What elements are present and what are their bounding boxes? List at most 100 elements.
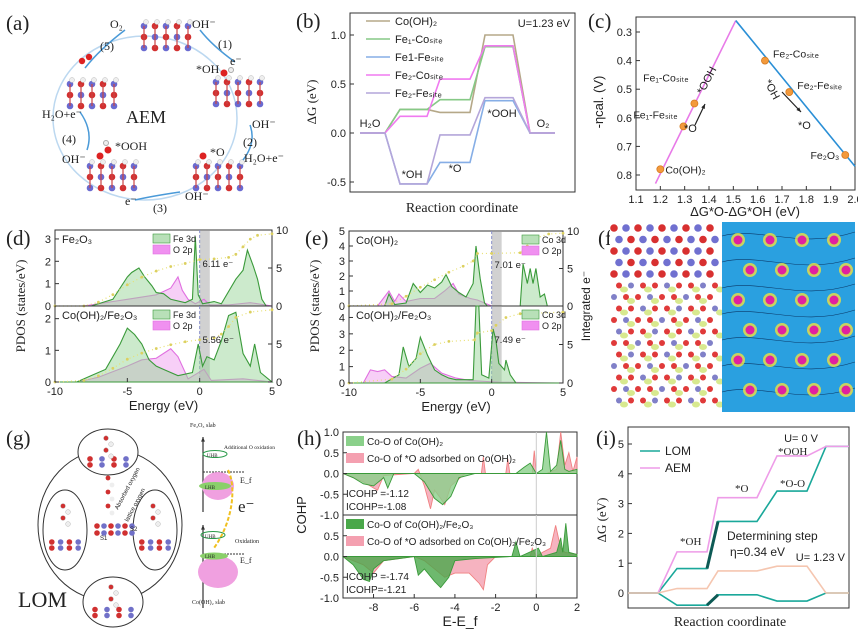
y-tick-label: -0.5 (320, 489, 339, 501)
integrated-point (234, 316, 238, 319)
atom (611, 363, 617, 369)
atom (611, 317, 617, 323)
charge-density-side-view (610, 222, 724, 412)
integrated-point (404, 367, 408, 371)
data-point (761, 56, 769, 65)
x-tick-label: -5 (122, 386, 132, 398)
density-core (745, 265, 755, 275)
charge-isosurface (692, 286, 700, 293)
x-axis-label: Reaction coordinate (406, 201, 518, 216)
atom (700, 305, 706, 312)
atom (105, 503, 111, 509)
legend-swatch (346, 536, 364, 546)
adsorbate-h (103, 140, 109, 146)
atom (646, 270, 654, 278)
point-label: Fe₂-Feₛᵢₜₑ (797, 80, 842, 92)
site-label: S2 (130, 527, 138, 533)
y-tick-label: 5 (618, 439, 624, 451)
atom (647, 340, 653, 346)
atom (75, 539, 81, 545)
atom (155, 509, 161, 515)
plot-area (635, 16, 856, 191)
cycle-arrow (79, 111, 90, 151)
charge-isosurface (644, 309, 652, 316)
intermediate-structure (82, 576, 144, 628)
atom (150, 503, 156, 509)
integrated-point (518, 312, 522, 316)
charge-isosurface (692, 309, 700, 316)
panel-label: (d) (6, 226, 31, 250)
atom (640, 282, 646, 289)
atom (628, 351, 634, 358)
atom (101, 530, 107, 536)
atom (628, 305, 634, 312)
atom (699, 258, 707, 267)
contour-line (721, 257, 856, 266)
atom (122, 530, 128, 536)
energy-axis-head (201, 525, 205, 530)
atom (695, 363, 701, 369)
legend-label: Co 3d (542, 235, 566, 245)
atom (712, 328, 718, 335)
fermi-band (491, 231, 502, 306)
atom (151, 44, 159, 52)
x-tick-label: 0 (197, 386, 203, 398)
atom (628, 397, 634, 404)
cycle-label: e⁻ (125, 194, 137, 208)
charge-isosurface (644, 286, 652, 293)
atom (652, 397, 658, 404)
charge-isosurface (692, 401, 700, 408)
atom (147, 545, 154, 551)
atom (616, 351, 622, 358)
integrated-point (82, 379, 86, 382)
right-tick-label: 10 (567, 226, 579, 238)
atom (615, 258, 623, 267)
atom (623, 340, 629, 346)
adsorbate-o (199, 152, 207, 160)
integrated-electron-label: 7.01 e⁻ (495, 260, 526, 271)
atom (664, 305, 670, 312)
atom (610, 270, 618, 278)
integrated-point (212, 257, 216, 261)
y-axis-label: PDOS (states/eV) (13, 260, 28, 353)
integrated-point (111, 293, 115, 296)
cycle-label: (5) (100, 39, 114, 53)
y-tick-label: 1 (339, 362, 345, 374)
right-tick-label: 0 (567, 301, 573, 313)
oxidation-label: Additional O oxidation (224, 445, 275, 451)
atom (688, 397, 694, 404)
integrated-point (476, 331, 479, 335)
x-tick-label: -6 (409, 602, 419, 614)
panel-label: (i) (596, 426, 616, 450)
integrated-point (169, 343, 173, 347)
density-core (841, 325, 851, 335)
charge-isosurface (699, 321, 707, 327)
charge-isosurface (651, 390, 659, 396)
subplot-title: Co(OH)₂ (356, 235, 398, 247)
legend-label: O 2p (542, 246, 562, 256)
atom (695, 386, 701, 392)
intermediate-structure (132, 489, 178, 571)
y-tick-label: 3 (339, 329, 345, 341)
density-core (745, 385, 755, 395)
x-axis-label: Energy (eV) (129, 398, 198, 413)
atom (688, 282, 694, 289)
atom (640, 351, 646, 358)
legend-swatch (346, 436, 364, 446)
atom (658, 224, 666, 232)
integrated-point (447, 340, 451, 343)
atom (682, 270, 690, 278)
charge-isosurface (675, 367, 683, 373)
charge-isosurface (620, 332, 628, 339)
atom (694, 224, 702, 232)
y-tick-label: 0.0 (324, 552, 339, 564)
band-label: LHB (205, 555, 216, 560)
atom (639, 235, 647, 244)
icohp-label: ICOHP =-1.12 (346, 489, 409, 500)
atom (647, 386, 653, 392)
atom (707, 317, 713, 323)
atom (676, 305, 682, 312)
charge-isosurface (644, 355, 652, 362)
cycle-arrow (84, 29, 126, 69)
h-atom (91, 77, 97, 83)
